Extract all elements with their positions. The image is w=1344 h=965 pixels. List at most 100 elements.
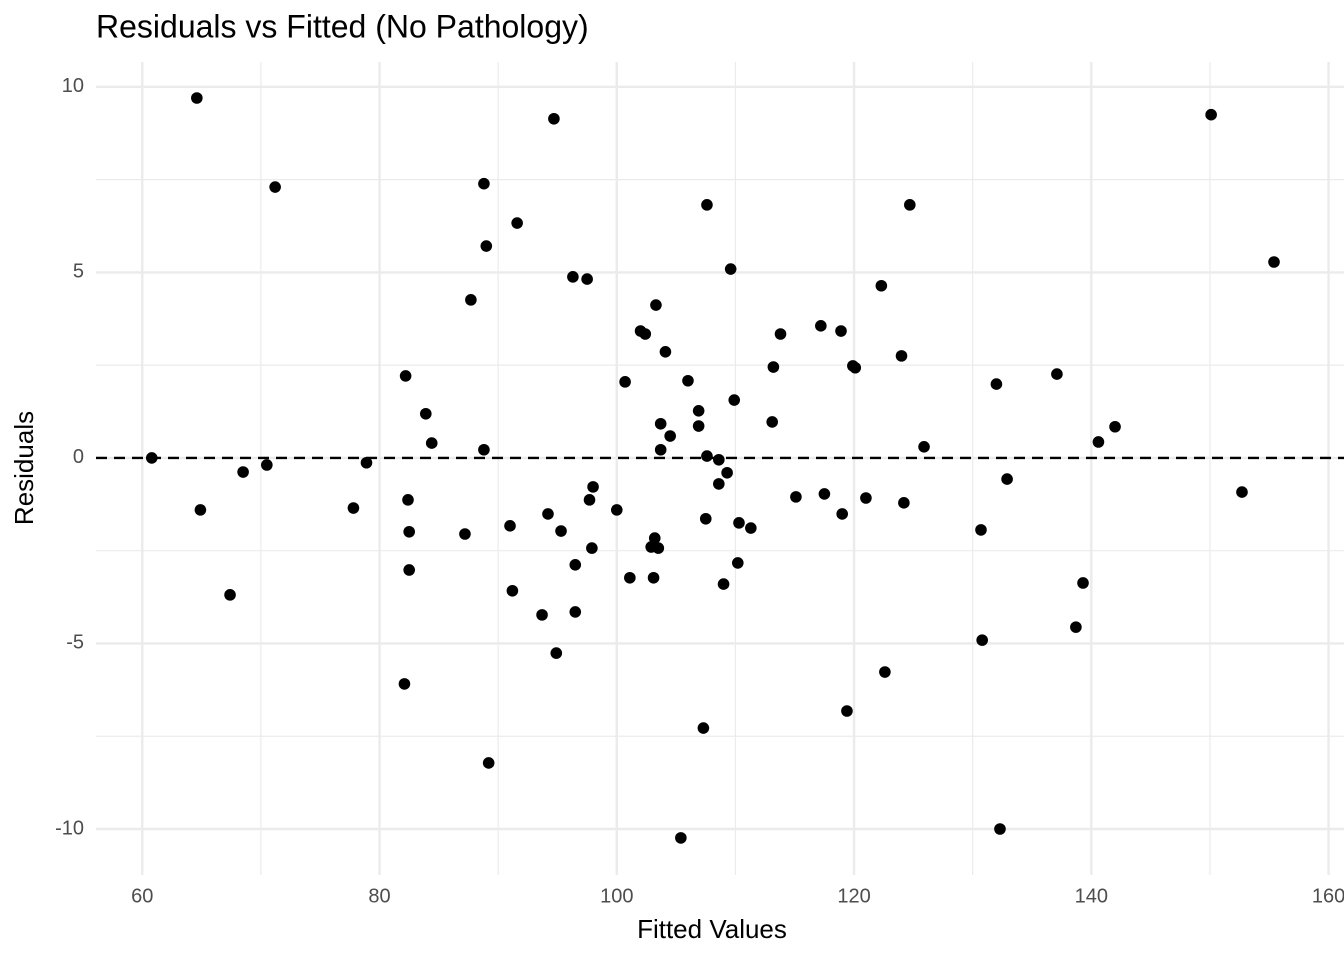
point [1092,436,1105,448]
point [766,416,778,428]
point [587,481,599,493]
point [836,508,848,520]
point [403,525,415,538]
x-tick-label: 80 [368,885,390,907]
y-tick-label: 10 [62,75,84,97]
point [975,524,987,536]
point [654,443,667,456]
point [652,542,665,554]
point [650,299,662,311]
x-tick-label: 100 [600,885,633,907]
point [849,361,862,374]
point [895,350,908,362]
point [419,407,432,420]
point [403,564,415,576]
point [504,520,516,532]
point [550,647,563,659]
point [360,456,373,469]
point [699,512,712,525]
point [269,181,281,193]
point [581,273,593,285]
point [647,571,660,584]
point [511,217,523,229]
point [542,508,554,520]
y-axis-title: Residuals [9,411,39,525]
point [425,437,438,449]
point [398,678,411,690]
x-tick-label: 60 [131,885,153,907]
point [465,294,477,306]
point [548,112,560,125]
point [1236,486,1248,498]
point [145,452,158,464]
point [478,443,490,456]
point [713,453,725,466]
point [879,666,891,678]
point [659,346,672,358]
point [478,177,490,190]
y-tick-label: 5 [73,261,84,283]
point [1070,621,1082,633]
point [713,478,725,490]
x-axis-title: Fitted Values [637,914,787,944]
point [1268,256,1280,268]
point [745,522,757,534]
x-tick-label: 140 [1075,885,1108,907]
point [536,609,548,621]
point [347,502,360,514]
point [767,361,780,373]
point [610,504,623,516]
point [721,466,733,479]
y-tick-label: 0 [73,446,84,468]
point [918,440,930,453]
point [1077,577,1089,589]
point [835,325,847,337]
point [402,494,414,506]
point [717,578,730,590]
point [860,492,872,504]
point [619,376,631,388]
point [1001,473,1013,485]
y-tick-label: -5 [66,632,84,654]
point [664,430,676,442]
x-tick-label: 120 [837,885,870,907]
point [459,528,471,540]
point [1109,420,1121,433]
point [904,199,916,211]
point [654,417,667,430]
point [994,823,1006,835]
point [480,240,493,252]
point [815,320,827,332]
point [555,525,567,537]
point [724,263,737,275]
point [875,279,888,292]
x-tick-label: 160 [1312,885,1344,907]
y-tick-label: -10 [55,817,84,839]
point [701,450,713,462]
point [774,328,787,340]
point [191,92,203,104]
point [194,504,207,516]
point [841,705,853,717]
chart-title: Residuals vs Fitted (No Pathology) [96,8,589,44]
point [639,328,652,340]
point [701,199,713,211]
point [692,420,705,432]
point [818,488,831,500]
point [506,584,519,597]
point [648,532,661,544]
point [583,494,596,506]
point [586,542,598,554]
point [728,394,741,406]
marks [96,92,1344,844]
point [624,571,636,584]
point [731,557,744,569]
point [976,634,988,646]
point [399,370,412,382]
point [692,404,705,417]
grid [96,62,1344,875]
point [682,374,694,387]
point [567,271,579,283]
point [237,466,249,478]
